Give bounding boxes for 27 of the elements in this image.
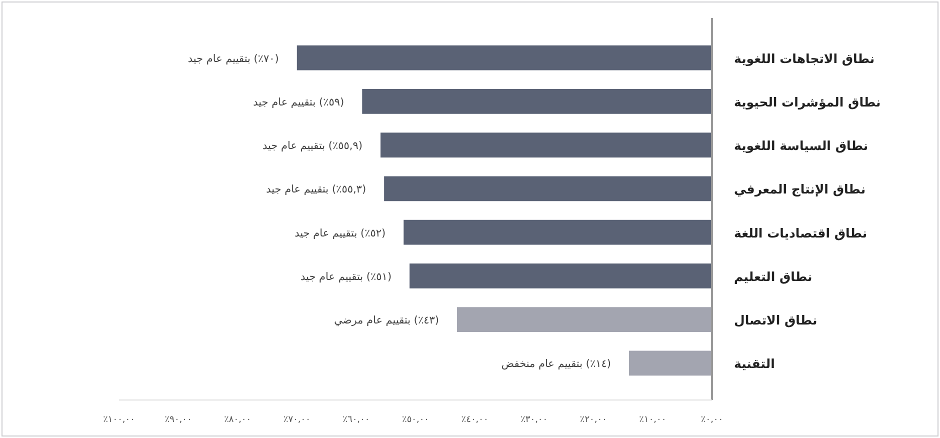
data-label: (٥٩٪) بتقييم عام جيد (253, 96, 344, 108)
x-tick-label: ٨٠,٠٠٪ (224, 415, 252, 425)
y-tick-label: نطاق الاتجاهات اللغوية (734, 50, 875, 67)
x-tick-label: ١٠٠,٠٠٪ (103, 415, 135, 425)
x-tick-label: ٠,٠٠٪ (700, 415, 724, 425)
data-label: (٧٠٪) بتقييم عام جيد (188, 52, 279, 65)
y-tick-label: نطاق اقتصاديات اللغة (734, 225, 868, 240)
y-tick-label: نطاق التعليم (734, 268, 812, 285)
y-tick-label: نطاق السياسة اللغوية (734, 138, 868, 154)
data-label: (٥٥,٩٪) بتقييم عام جيد (262, 140, 363, 152)
data-label: (٤٣٪) بتقييم عام مرضي (334, 314, 440, 327)
x-tick-label: ٤٠,٠٠٪ (461, 415, 488, 425)
y-tick-label: نطاق المؤشرات الحيوية (734, 94, 881, 110)
data-label: (٥١٪) بتقييم عام جيد (300, 270, 392, 283)
x-tick-label: ٩٠,٠٠٪ (164, 415, 192, 425)
x-tick-label: ٥٠,٠٠٪ (402, 415, 430, 425)
x-tick-label: ٢٠,٠٠٪ (580, 415, 607, 425)
data-label: (٥٢٪) بتقييم عام جيد (294, 227, 386, 240)
x-tick-label: ١٠,٠٠٪ (639, 415, 666, 425)
y-tick-label: نطاق الاتصال (734, 312, 818, 328)
x-tick-label: ٣٠,٠٠٪ (520, 415, 548, 425)
y-tick-label: نطاق الإنتاج المعرفي (734, 182, 866, 198)
data-label: (٥٥,٣٪) بتقييم عام جيد (266, 184, 366, 196)
x-tick-label: ٦٠,٠٠٪ (342, 415, 370, 425)
x-tick-label: ٧٠,٠٠٪ (283, 415, 310, 425)
data-label: (١٤٪) بتقييم عام منخفض (501, 358, 611, 370)
y-tick-label: التقنية (734, 356, 775, 372)
